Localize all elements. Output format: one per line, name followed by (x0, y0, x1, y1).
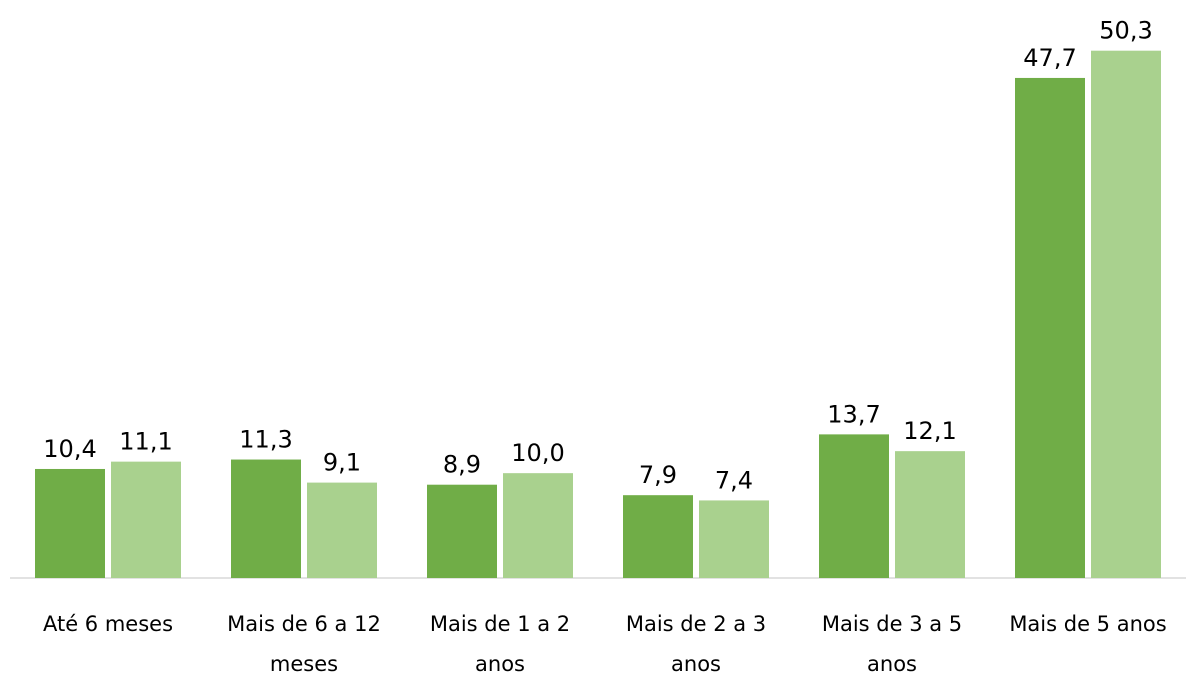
value-label: 8,9 (443, 451, 481, 479)
x-tick-label: Mais de 1 a 2 anos (429, 612, 571, 676)
x-tick-label: Mais de 2 a 3 anos (625, 612, 767, 676)
bar (1015, 77, 1085, 578)
value-label: 11,1 (119, 428, 172, 456)
bar (819, 434, 889, 578)
value-label: 13,7 (827, 400, 880, 428)
x-tick-label: Mais de 6 a 12 meses (227, 612, 381, 676)
value-label: 11,3 (239, 426, 292, 454)
bar (699, 500, 769, 578)
value-label: 10,0 (511, 439, 564, 467)
value-label: 50,3 (1099, 17, 1152, 45)
x-tick-label: Mais de 3 a 5 anos (821, 612, 963, 676)
bar (503, 473, 573, 578)
bar (1091, 50, 1161, 578)
bar (427, 484, 497, 578)
value-label: 12,1 (903, 417, 956, 445)
bar (307, 482, 377, 578)
value-label: 7,9 (639, 461, 677, 489)
bar (111, 461, 181, 578)
value-label: 9,1 (323, 449, 361, 477)
value-label: 10,4 (43, 435, 96, 463)
bar (231, 459, 301, 578)
value-label: 47,7 (1023, 44, 1076, 72)
value-label: 7,4 (715, 466, 753, 494)
x-tick-label: Mais de 5 anos (1009, 612, 1167, 636)
bar (895, 451, 965, 578)
x-tick-label: Até 6 meses (42, 612, 174, 636)
bar (623, 495, 693, 578)
bar (35, 468, 105, 578)
